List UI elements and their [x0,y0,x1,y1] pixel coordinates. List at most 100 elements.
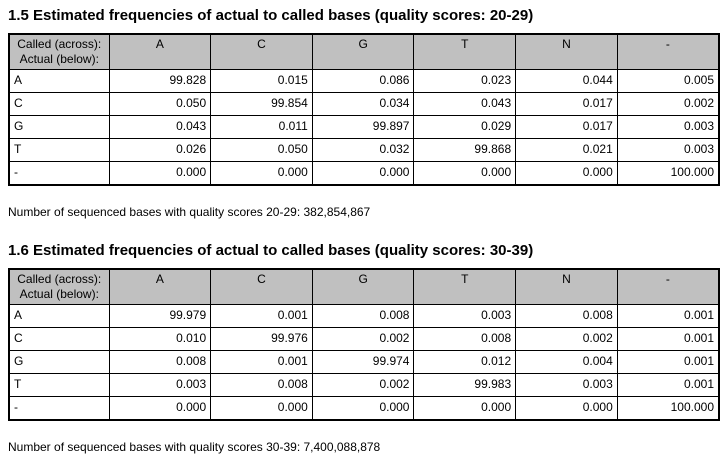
cell-value: 0.001 [210,350,313,374]
cell-value: 0.008 [413,327,517,351]
table-row-dash: - 0.000 0.000 0.000 0.000 0.000 100.000 [8,396,720,421]
row-label: C [8,92,110,116]
cell-value: 99.897 [311,115,415,139]
corner-header: Called (across): Actual (below): [8,268,110,305]
row-label: T [8,373,110,397]
cell-value: 100.000 [616,161,720,186]
cell-value: 0.011 [210,115,313,139]
cell-value: 0.001 [616,350,720,374]
cell-value: 0.000 [108,161,212,186]
frequency-table-20-29: Called (across): Actual (below): A C G T… [8,33,720,186]
cell-value: 0.008 [210,373,313,397]
row-label: - [8,161,110,186]
cell-value: 0.003 [616,138,720,162]
cell-value: 0.003 [108,373,212,397]
table-row-a: A 99.828 0.015 0.086 0.023 0.044 0.005 [8,69,720,93]
frequency-table-30-39: Called (across): Actual (below): A C G T… [8,268,720,421]
cell-value: 0.003 [616,115,720,139]
table-row-c: C 0.010 99.976 0.002 0.008 0.002 0.001 [8,327,720,351]
cell-value: 99.976 [210,327,313,351]
cell-value: 100.000 [616,396,720,421]
cell-value: 0.001 [616,304,720,328]
cell-value: 99.979 [108,304,212,328]
cell-value: 0.002 [311,373,415,397]
cell-value: 0.001 [616,373,720,397]
table-row-t: T 0.003 0.008 0.002 99.983 0.003 0.001 [8,373,720,397]
row-label: A [8,69,110,93]
cell-value: 0.044 [515,69,618,93]
cell-value: 0.003 [515,373,618,397]
cell-value: 0.050 [210,138,313,162]
cell-value: 99.974 [311,350,415,374]
cell-value: 99.983 [413,373,517,397]
row-label: T [8,138,110,162]
cell-value: 0.002 [311,327,415,351]
table-row-t: T 0.026 0.050 0.032 99.868 0.021 0.003 [8,138,720,162]
column-header-c: C [210,268,313,305]
column-header-c: C [210,33,313,70]
cell-value: 0.010 [108,327,212,351]
cell-value: 0.043 [413,92,517,116]
section-quality-30-39: 1.6 Estimated frequencies of actual to c… [8,242,720,454]
cell-value: 0.021 [515,138,618,162]
cell-value: 99.854 [210,92,313,116]
cell-value: 0.017 [515,92,618,116]
table-row-a: A 99.979 0.001 0.008 0.003 0.008 0.001 [8,304,720,328]
base-count-note-20-29: Number of sequenced bases with quality s… [8,205,371,219]
cell-value: 0.029 [413,115,517,139]
cell-value: 0.002 [515,327,618,351]
corner-header: Called (across): Actual (below): [8,33,110,70]
cell-value: 0.000 [108,396,212,421]
cell-value: 0.000 [515,396,618,421]
cell-value: 0.000 [413,161,517,186]
section-title: 1.6 Estimated frequencies of actual to c… [8,242,534,259]
cell-value: 0.023 [413,69,517,93]
base-count-note-30-39: Number of sequenced bases with quality s… [8,440,381,454]
column-header-t: T [413,268,517,305]
row-label: G [8,115,110,139]
cell-value: 0.004 [515,350,618,374]
cell-value: 0.005 [616,69,720,93]
header-row: Called (across): Actual (below): A C G T… [8,33,720,70]
cell-value: 0.008 [108,350,212,374]
cell-value: 0.012 [413,350,517,374]
corner-header-line2: Actual (below): [19,52,99,66]
header-row: Called (across): Actual (below): A C G T… [8,268,720,305]
cell-value: 0.000 [311,161,415,186]
cell-value: 0.032 [311,138,415,162]
cell-value: 0.002 [616,92,720,116]
column-header-n: N [515,268,618,305]
column-header-t: T [413,33,517,70]
cell-value: 0.026 [108,138,212,162]
row-label: C [8,327,110,351]
corner-header-line1: Called (across): [17,272,102,286]
cell-value: 0.001 [616,327,720,351]
cell-value: 0.000 [311,396,415,421]
cell-value: 0.043 [108,115,212,139]
corner-header-line2: Actual (below): [19,287,99,301]
cell-value: 0.017 [515,115,618,139]
cell-value: 0.000 [515,161,618,186]
column-header-g: G [311,268,415,305]
table-row-g: G 0.008 0.001 99.974 0.012 0.004 0.001 [8,350,720,374]
section-title: 1.5 Estimated frequencies of actual to c… [8,7,534,24]
corner-header-line1: Called (across): [17,37,102,51]
column-header-n: N [515,33,618,70]
cell-value: 0.000 [413,396,517,421]
row-label: G [8,350,110,374]
column-header-dash: - [616,268,720,305]
cell-value: 0.001 [210,304,313,328]
table-row-g: G 0.043 0.011 99.897 0.029 0.017 0.003 [8,115,720,139]
table-row-c: C 0.050 99.854 0.034 0.043 0.017 0.002 [8,92,720,116]
cell-value: 0.050 [108,92,212,116]
row-label: - [8,396,110,421]
cell-value: 0.008 [311,304,415,328]
row-label: A [8,304,110,328]
column-header-a: A [108,33,212,70]
cell-value: 99.868 [413,138,517,162]
cell-value: 0.000 [210,396,313,421]
column-header-dash: - [616,33,720,70]
cell-value: 0.003 [413,304,517,328]
section-quality-20-29: 1.5 Estimated frequencies of actual to c… [8,7,720,219]
table-row-dash: - 0.000 0.000 0.000 0.000 0.000 100.000 [8,161,720,186]
